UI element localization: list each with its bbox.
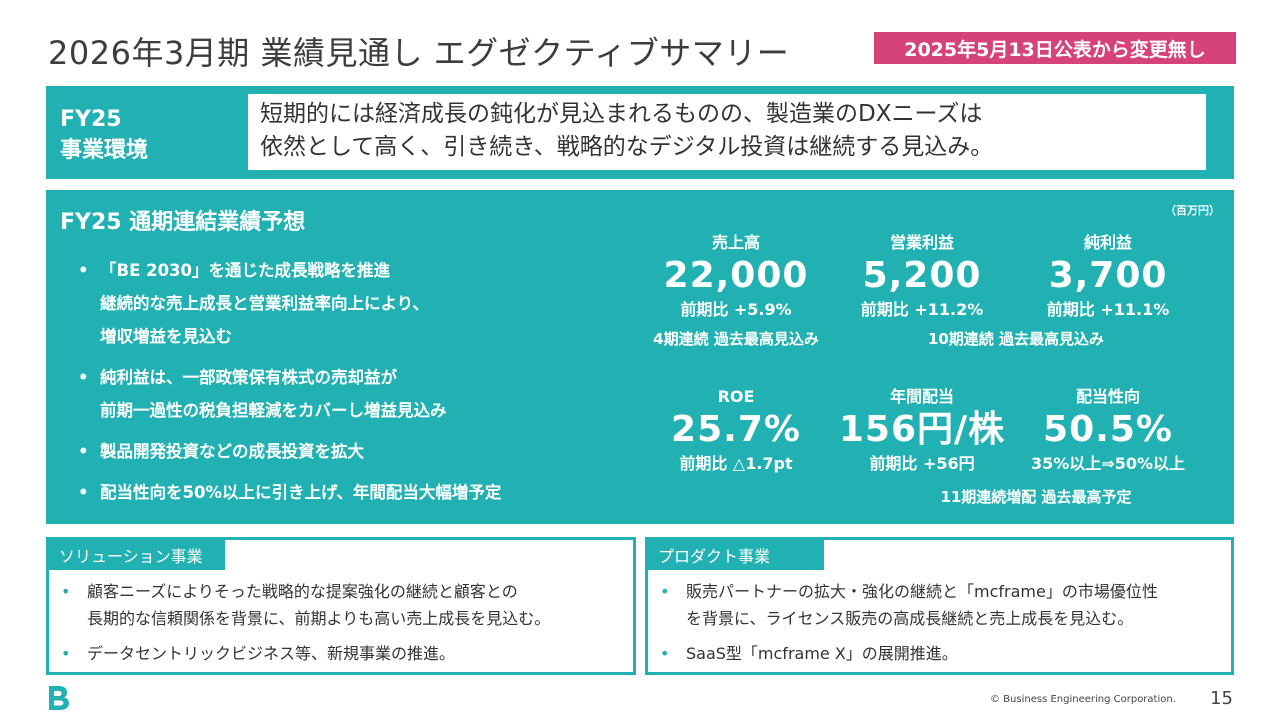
list-item: 顧客ニーズによりそった戦略的な提案強化の継続と顧客との 長期的な信頼関係を背景に…	[61, 578, 550, 632]
product-segment-list: 販売パートナーの拡大・強化の継続と「mcframe」の市場優位性 を背景に、ライ…	[660, 578, 1158, 667]
metric-change: 前期比 △1.7pt	[679, 454, 793, 473]
environment-label: FY25 事業環境	[60, 104, 148, 166]
list-item-line: 長期的な信頼関係を背景に、前期よりも高い売上成長を見込む。	[87, 609, 551, 628]
list-item: 販売パートナーの拡大・強化の継続と「mcframe」の市場優位性 を背景に、ライ…	[660, 578, 1158, 632]
metric-label: 年間配当	[889, 387, 954, 406]
metric-change: 前期比 +5.9%	[680, 300, 792, 319]
metric-net-profit: 純利益 3,700 前期比 +11.1%	[1018, 232, 1198, 322]
metric-change: 前期比 +56円	[869, 454, 975, 473]
metric-value: 50.5%	[1043, 409, 1173, 450]
bullet-line: 「BE 2030」を通じた成長戦略を推進	[100, 261, 391, 280]
bullet-line: 製品開発投資などの成長投資を拡大	[100, 442, 364, 461]
solution-segment-panel: ソリューション事業 顧客ニーズによりそった戦略的な提案強化の継続と顧客との 長期…	[46, 537, 636, 675]
metric-value: 3,700	[1048, 255, 1168, 296]
copyright-text: © Business Engineering Corporation.	[990, 694, 1176, 705]
solution-segment-list: 顧客ニーズによりそった戦略的な提案強化の継続と顧客との 長期的な信頼関係を背景に…	[61, 578, 550, 667]
profit-record-note: 10期連続 過去最高見込み	[927, 330, 1105, 348]
metric-sales: 売上高 22,000 前期比 +5.9%	[646, 232, 826, 322]
metric-value: 25.7%	[671, 409, 801, 450]
bullet-line: 純利益は、一部政策保有株式の売却益が	[100, 368, 397, 387]
list-item: SaaS型「mcframe X」の展開推進。	[660, 640, 1158, 667]
metric-label: 純利益	[1083, 233, 1132, 252]
bullet-line: 前期一過性の税負担軽減をカバーし増益見込み	[100, 401, 447, 420]
metric-operating-profit: 営業利益 5,200 前期比 +11.2%	[832, 232, 1012, 322]
forecast-panel: FY25 通期連結業績予想 （百万円） 「BE 2030」を通じた成長戦略を推進…	[46, 190, 1234, 524]
metric-value: 5,200	[862, 255, 982, 296]
business-environment-panel: FY25 事業環境 短期的には経済成長の鈍化が見込まれるものの、製造業のDXニー…	[46, 86, 1234, 179]
list-item-line: を背景に、ライセンス販売の高成長継続と売上成長を見込む。	[686, 609, 1134, 628]
metric-label: ROE	[717, 387, 755, 406]
forecast-bullet: 「BE 2030」を通じた成長戦略を推進 継続的な売上成長と営業利益率向上により…	[78, 254, 501, 353]
environment-label-line2: 事業環境	[60, 138, 149, 163]
product-segment-panel: プロダクト事業 販売パートナーの拡大・強化の継続と「mcframe」の市場優位性…	[645, 537, 1234, 675]
metric-change: 35%以上⇒50%以上	[1030, 454, 1185, 473]
metric-annual-dividend: 年間配当 156円/株 前期比 +56円	[832, 386, 1012, 476]
metric-label: 営業利益	[889, 233, 954, 252]
metric-change: 前期比 +11.1%	[1046, 300, 1170, 319]
metric-value: 156円/株	[838, 409, 1006, 450]
environment-text-line2: 依然として高く、引き続き、戦略的なデジタル投資は継続する見込み。	[260, 134, 994, 160]
unit-label: （百万円）	[1165, 204, 1220, 217]
metric-label: 売上高	[711, 233, 760, 252]
metric-payout-ratio: 配当性向 50.5% 35%以上⇒50%以上	[1008, 386, 1208, 476]
sales-record-note: 4期連続 過去最高見込み	[653, 330, 819, 348]
company-logo	[46, 684, 72, 712]
forecast-bullet: 製品開発投資などの成長投資を拡大	[78, 435, 501, 468]
environment-text-line1: 短期的には経済成長の鈍化が見込まれるものの、製造業のDXニーズは	[260, 101, 983, 127]
list-item-line: 顧客ニーズによりそった戦略的な提案強化の継続と顧客との	[87, 582, 518, 601]
metric-roe: ROE 25.7% 前期比 △1.7pt	[646, 386, 826, 476]
dividend-record-note: 11期連続増配 過去最高予定	[940, 488, 1132, 506]
bullet-line: 継続的な売上成長と営業利益率向上により、	[100, 294, 430, 313]
environment-label-line1: FY25	[60, 107, 122, 132]
product-segment-title: プロダクト事業	[648, 540, 824, 570]
forecast-bullet: 配当性向を50%以上に引き上げ、年間配当大幅増予定	[78, 476, 501, 509]
page-title: 2026年3月期 業績見通し エグゼクティブサマリー	[48, 34, 790, 72]
metric-label: 配当性向	[1075, 387, 1140, 406]
notice-badge: 2025年5月13日公表から変更無し	[874, 32, 1236, 64]
logo-b-icon	[49, 686, 69, 710]
forecast-bullet: 純利益は、一部政策保有株式の売却益が 前期一過性の税負担軽減をカバーし増益見込み	[78, 361, 501, 427]
forecast-title: FY25 通期連結業績予想	[60, 210, 306, 235]
forecast-bullets: 「BE 2030」を通じた成長戦略を推進 継続的な売上成長と営業利益率向上により…	[78, 254, 501, 509]
list-item-line: データセントリックビジネス等、新規事業の推進。	[87, 644, 456, 663]
bullet-line: 増収増益を見込む	[100, 327, 232, 346]
environment-text: 短期的には経済成長の鈍化が見込まれるものの、製造業のDXニーズは 依然として高く…	[248, 94, 1206, 170]
solution-segment-title: ソリューション事業	[49, 540, 225, 570]
bullet-line: 配当性向を50%以上に引き上げ、年間配当大幅増予定	[100, 483, 502, 502]
list-item: データセントリックビジネス等、新規事業の推進。	[61, 640, 550, 667]
page-number: 15	[1210, 688, 1233, 709]
metric-value: 22,000	[663, 255, 809, 296]
list-item-line: SaaS型「mcframe X」の展開推進。	[686, 644, 958, 663]
metric-change: 前期比 +11.2%	[860, 300, 984, 319]
list-item-line: 販売パートナーの拡大・強化の継続と「mcframe」の市場優位性	[686, 582, 1158, 601]
